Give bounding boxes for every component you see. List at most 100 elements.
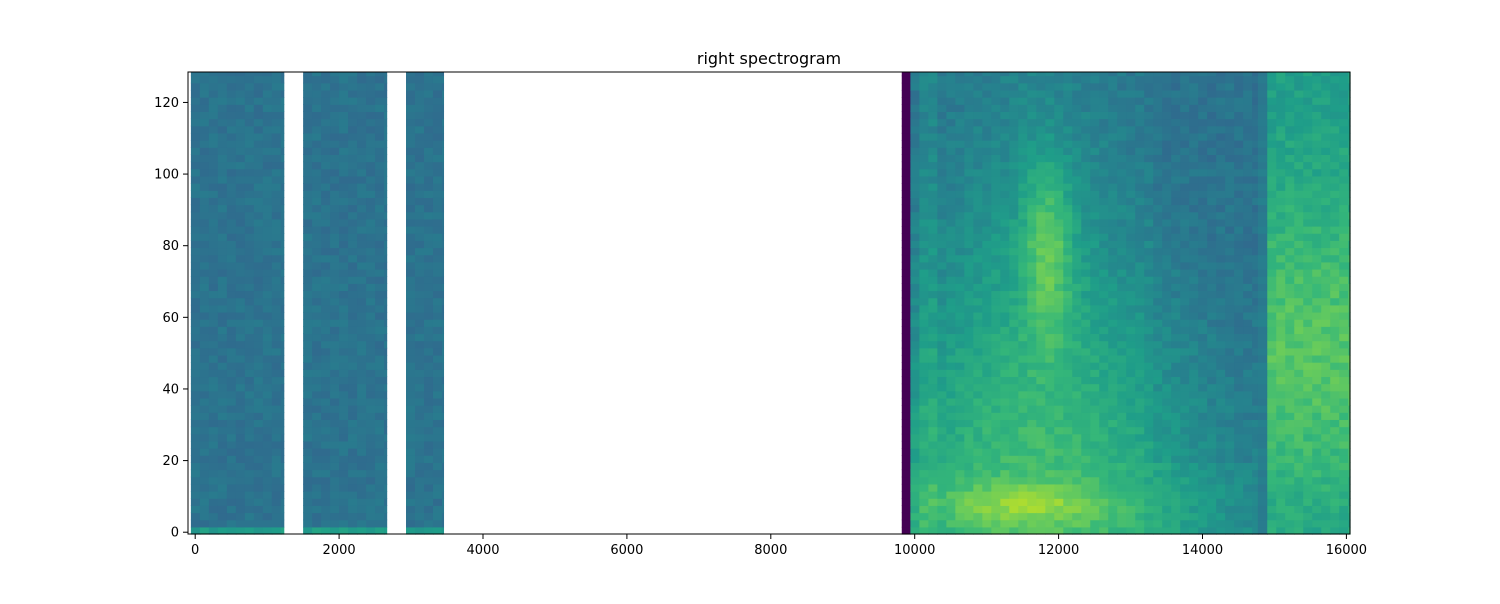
heatmap-cell bbox=[1216, 247, 1226, 256]
heatmap-cell bbox=[1339, 455, 1349, 463]
heatmap-cell bbox=[1234, 476, 1244, 485]
heatmap-cell bbox=[415, 483, 425, 492]
heatmap-cell bbox=[1153, 254, 1163, 263]
heatmap-cell bbox=[253, 140, 264, 148]
heatmap-cell bbox=[1267, 240, 1277, 249]
heatmap-cell bbox=[1144, 462, 1154, 471]
heatmap-cell bbox=[424, 476, 434, 485]
heatmap-cell bbox=[1135, 218, 1145, 227]
heatmap-cell bbox=[253, 498, 264, 506]
heatmap-cell bbox=[1135, 268, 1145, 277]
heatmap-cell bbox=[1198, 433, 1208, 442]
heatmap-cell bbox=[280, 469, 285, 478]
heatmap-cell bbox=[280, 183, 285, 191]
heatmap-cell bbox=[1054, 140, 1064, 148]
heatmap-cell bbox=[303, 505, 313, 514]
heatmap-cell bbox=[357, 154, 367, 163]
heatmap-cell bbox=[357, 175, 367, 184]
heatmap-cell bbox=[937, 498, 947, 506]
heatmap-cell bbox=[1054, 376, 1064, 385]
heatmap-cell bbox=[280, 204, 285, 213]
heatmap-cell bbox=[1063, 183, 1073, 191]
heatmap-cell bbox=[1072, 226, 1082, 234]
heatmap-cell bbox=[235, 498, 246, 506]
heatmap-cell bbox=[1126, 211, 1136, 220]
heatmap-cell bbox=[1108, 491, 1118, 499]
heatmap-cell bbox=[312, 297, 322, 306]
heatmap-cell bbox=[1303, 82, 1313, 91]
heatmap-cell bbox=[348, 469, 358, 478]
heatmap-cell bbox=[1207, 226, 1217, 234]
heatmap-cell bbox=[1000, 526, 1010, 535]
heatmap-cell bbox=[1126, 75, 1136, 84]
heatmap-cell bbox=[1267, 498, 1277, 506]
heatmap-cell bbox=[190, 440, 201, 449]
heatmap-cell bbox=[1108, 326, 1118, 335]
heatmap-cell bbox=[1252, 519, 1259, 528]
heatmap-cell bbox=[253, 347, 264, 356]
heatmap-cell bbox=[1000, 326, 1010, 335]
heatmap-cell bbox=[339, 104, 349, 112]
heatmap-cell bbox=[1036, 261, 1046, 270]
heatmap-cell bbox=[357, 526, 367, 535]
heatmap-cell bbox=[1189, 333, 1199, 342]
heatmap-cell bbox=[1252, 512, 1259, 521]
heatmap-cell bbox=[424, 104, 434, 112]
heatmap-cell bbox=[208, 204, 219, 213]
heatmap-cell bbox=[1171, 111, 1181, 120]
heatmap-cell bbox=[384, 154, 388, 163]
heatmap-cell bbox=[375, 72, 385, 77]
heatmap-cell bbox=[1063, 218, 1073, 227]
heatmap-cell bbox=[321, 218, 331, 227]
heatmap-cell bbox=[1267, 440, 1277, 449]
heatmap-cell bbox=[901, 405, 911, 413]
heatmap-cell bbox=[1171, 362, 1181, 370]
heatmap-cell bbox=[441, 476, 445, 485]
heatmap-cell bbox=[199, 82, 210, 91]
heatmap-cell bbox=[432, 161, 443, 170]
heatmap-cell bbox=[1018, 426, 1028, 435]
heatmap-cell bbox=[303, 161, 313, 170]
heatmap-cell bbox=[1144, 440, 1154, 449]
heatmap-cell bbox=[919, 233, 929, 241]
heatmap-cell bbox=[1294, 512, 1304, 521]
heatmap-cell bbox=[1276, 226, 1286, 234]
heatmap-cell bbox=[1099, 75, 1109, 84]
heatmap-cell bbox=[1000, 89, 1010, 98]
heatmap-cell bbox=[1090, 197, 1100, 206]
heatmap-cell bbox=[330, 75, 340, 84]
heatmap-cell bbox=[1126, 161, 1136, 170]
heatmap-cell bbox=[415, 132, 425, 141]
heatmap-cell bbox=[357, 405, 367, 413]
heatmap-cell bbox=[928, 362, 938, 370]
heatmap-cell bbox=[1312, 426, 1322, 435]
heatmap-cell bbox=[321, 190, 331, 198]
heatmap-cell bbox=[901, 118, 911, 127]
heatmap-cell bbox=[982, 254, 992, 263]
heatmap-cell bbox=[928, 347, 938, 356]
heatmap-cell bbox=[1243, 283, 1253, 292]
heatmap-cell bbox=[321, 319, 331, 327]
heatmap-cell bbox=[1135, 426, 1145, 435]
heatmap-cell bbox=[312, 340, 322, 349]
heatmap-cell bbox=[253, 491, 264, 499]
heatmap-cell bbox=[1330, 154, 1340, 163]
heatmap-cell bbox=[1063, 89, 1073, 98]
heatmap-cell bbox=[1144, 168, 1154, 177]
heatmap-cell bbox=[964, 340, 974, 349]
heatmap-cell bbox=[1198, 369, 1208, 378]
heatmap-cell bbox=[1321, 440, 1331, 449]
heatmap-cell bbox=[262, 440, 273, 449]
heatmap-cell bbox=[964, 390, 974, 399]
heatmap-cell bbox=[348, 72, 358, 77]
heatmap-cell bbox=[1153, 512, 1163, 521]
heatmap-cell bbox=[1189, 197, 1199, 206]
heatmap-cell bbox=[1144, 125, 1154, 134]
heatmap-cell bbox=[982, 405, 992, 413]
heatmap-cell bbox=[1045, 75, 1055, 84]
heatmap-cell bbox=[1000, 218, 1010, 227]
heatmap-cell bbox=[415, 526, 425, 535]
heatmap-cell bbox=[1198, 268, 1208, 277]
heatmap-cell bbox=[339, 505, 349, 514]
heatmap-cell bbox=[1108, 140, 1118, 148]
